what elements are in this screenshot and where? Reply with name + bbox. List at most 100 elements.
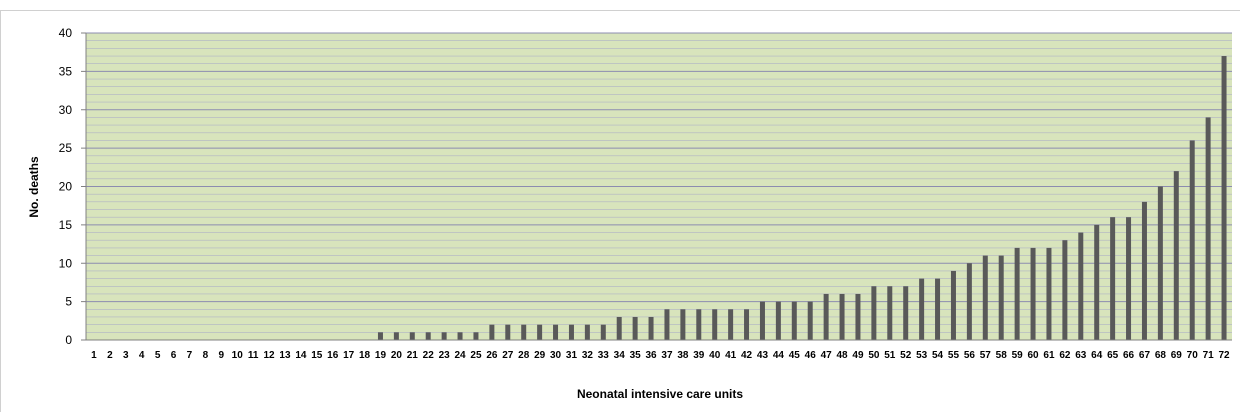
bar [1221, 56, 1227, 341]
x-tick-label: 48 [836, 350, 848, 361]
x-tick-label: 65 [1107, 350, 1119, 361]
bar [441, 332, 447, 340]
x-tick-label: 23 [439, 350, 451, 361]
bar [1157, 186, 1163, 340]
x-tick-label: 60 [1027, 350, 1039, 361]
x-tick-label: 55 [948, 350, 960, 361]
bar [950, 270, 956, 340]
bar [871, 286, 877, 340]
y-tick-label: 0 [65, 333, 72, 347]
x-tick-labels: 1 2 3 4 5 6 7 8 9 10 11 12 13 14 15 16 17 18 19 20 21 22 23 24 2… [91, 350, 1230, 361]
x-tick-label: 19 [375, 350, 387, 361]
x-tick-label: 67 [1139, 350, 1151, 361]
bar [998, 255, 1004, 340]
bar [855, 293, 861, 340]
x-tick-label: 40 [709, 350, 721, 361]
x-tick-label: 58 [996, 350, 1008, 361]
x-tick-label: 53 [916, 350, 928, 361]
bar [600, 324, 606, 340]
bar [744, 309, 750, 340]
bar [377, 332, 383, 340]
x-tick-label: 71 [1203, 350, 1215, 361]
bar [648, 316, 654, 340]
x-tick-label: 66 [1123, 350, 1135, 361]
x-tick-label: 10 [232, 350, 244, 361]
x-tick-label: 70 [1187, 350, 1199, 361]
x-tick-label: 51 [884, 350, 896, 361]
bar [1173, 171, 1179, 340]
bar [553, 324, 559, 340]
x-tick-label: 45 [789, 350, 801, 361]
y-tick-label: 20 [59, 180, 73, 194]
bar [791, 301, 797, 340]
bar [1141, 201, 1147, 340]
bar [759, 301, 765, 340]
x-tick-label: 31 [566, 350, 578, 361]
bar [537, 324, 543, 340]
bar [775, 301, 781, 340]
x-tick-label: 2 [107, 350, 113, 361]
bar [1030, 247, 1036, 340]
x-tick-label: 35 [630, 350, 642, 361]
bar [521, 324, 527, 340]
x-tick-label: 52 [900, 350, 912, 361]
x-tick-label: 50 [868, 350, 880, 361]
x-tick-label: 72 [1218, 350, 1230, 361]
x-tick-label: 25 [470, 350, 482, 361]
y-tick-label: 10 [59, 256, 73, 270]
x-tick-label: 20 [391, 350, 403, 361]
y-axis-title: No. deaths [27, 156, 41, 218]
x-tick-label: 29 [534, 350, 546, 361]
bar [1014, 247, 1020, 340]
bar [1126, 217, 1132, 340]
x-tick-label: 62 [1059, 350, 1071, 361]
x-tick-label: 44 [773, 350, 785, 361]
x-tick-label: 1 [91, 350, 97, 361]
x-tick-label: 32 [582, 350, 594, 361]
x-tick-label: 21 [407, 350, 419, 361]
bar [1078, 232, 1084, 340]
x-tick-label: 5 [155, 350, 161, 361]
bar [1094, 224, 1100, 340]
minor-gridlines [86, 40, 1232, 333]
x-tick-label: 38 [677, 350, 689, 361]
y-tick-label: 5 [65, 295, 72, 309]
bar [1205, 117, 1211, 340]
x-tick-label: 11 [248, 350, 259, 361]
x-tick-label: 16 [327, 350, 339, 361]
x-tick-label: 54 [932, 350, 944, 361]
x-tick-label: 7 [187, 350, 193, 361]
x-tick-label: 9 [219, 350, 225, 361]
bar [966, 263, 972, 340]
y-tick-label: 15 [59, 218, 73, 232]
x-tick-label: 39 [693, 350, 705, 361]
x-tick-label: 69 [1171, 350, 1183, 361]
bar [568, 324, 574, 340]
x-tick-label: 64 [1091, 350, 1103, 361]
x-tick-label: 56 [964, 350, 976, 361]
x-tick-label: 6 [171, 350, 177, 361]
bar [584, 324, 590, 340]
x-tick-label: 37 [661, 350, 673, 361]
x-tick-label: 14 [295, 350, 307, 361]
bar [1062, 240, 1068, 340]
bar [457, 332, 463, 340]
bar [807, 301, 813, 340]
x-tick-label: 12 [263, 350, 275, 361]
x-tick-label: 33 [598, 350, 610, 361]
y-tick-label: 40 [59, 26, 73, 40]
bar [680, 309, 686, 340]
x-tick-label: 34 [614, 350, 626, 361]
bar [903, 286, 909, 340]
x-tick-label: 18 [359, 350, 371, 361]
x-axis-title: Neonatal intensive care units [577, 387, 743, 401]
x-tick-label: 42 [741, 350, 753, 361]
bar [489, 324, 495, 340]
x-tick-label: 3 [123, 350, 129, 361]
x-tick-label: 49 [852, 350, 864, 361]
bar [425, 332, 431, 340]
bar [887, 286, 893, 340]
x-tick-label: 41 [725, 350, 737, 361]
